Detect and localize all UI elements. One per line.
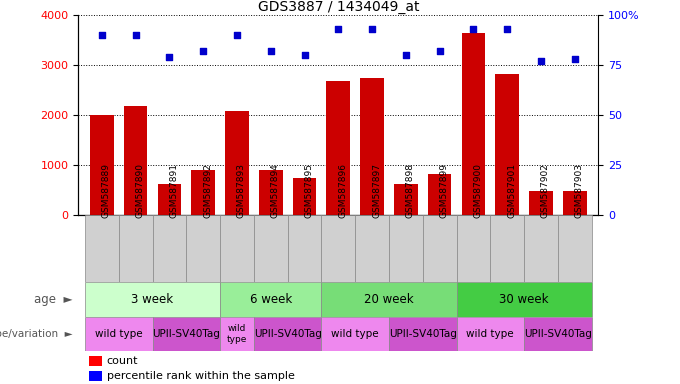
Bar <box>88 371 101 381</box>
Bar <box>326 81 350 215</box>
Bar <box>88 356 101 366</box>
Text: UPII-SV40Tag: UPII-SV40Tag <box>152 329 220 339</box>
Point <box>536 58 547 65</box>
Text: wild
type: wild type <box>226 324 247 344</box>
Bar <box>423 215 456 282</box>
Text: GSM587900: GSM587900 <box>473 164 482 218</box>
Point <box>198 48 209 55</box>
Text: 30 week: 30 week <box>499 293 549 306</box>
Bar <box>85 282 220 317</box>
Point <box>231 32 242 38</box>
Point <box>367 26 377 32</box>
Text: percentile rank within the sample: percentile rank within the sample <box>107 371 294 381</box>
Text: GSM587903: GSM587903 <box>575 164 583 218</box>
Bar <box>85 317 152 351</box>
Bar <box>558 215 592 282</box>
Bar <box>288 215 322 282</box>
Point <box>468 26 479 32</box>
Text: age  ►: age ► <box>35 293 73 306</box>
Bar <box>389 317 456 351</box>
Bar <box>563 190 587 215</box>
Text: GSM587902: GSM587902 <box>541 164 550 218</box>
Bar <box>322 215 355 282</box>
Bar <box>389 215 423 282</box>
Bar <box>254 215 288 282</box>
Point <box>299 52 310 58</box>
Text: wild type: wild type <box>331 329 379 339</box>
Point <box>97 32 107 38</box>
Bar <box>524 317 592 351</box>
Text: GSM587891: GSM587891 <box>169 164 178 218</box>
Bar <box>495 74 519 215</box>
Bar <box>524 215 558 282</box>
Bar <box>394 184 418 215</box>
Bar <box>322 317 389 351</box>
Text: UPII-SV40Tag: UPII-SV40Tag <box>389 329 457 339</box>
Bar <box>191 170 215 215</box>
Text: GSM587898: GSM587898 <box>406 164 415 218</box>
Point <box>435 48 445 55</box>
Text: UPII-SV40Tag: UPII-SV40Tag <box>254 329 322 339</box>
Bar <box>90 115 114 215</box>
Text: 6 week: 6 week <box>250 293 292 306</box>
Point <box>130 32 141 38</box>
Point <box>333 26 343 32</box>
Text: count: count <box>107 356 138 366</box>
Bar <box>152 317 220 351</box>
Bar <box>355 215 389 282</box>
Text: genotype/variation  ►: genotype/variation ► <box>0 329 73 339</box>
Bar <box>158 184 182 215</box>
Bar <box>292 177 316 215</box>
Text: wild type: wild type <box>95 329 143 339</box>
Bar <box>220 282 322 317</box>
Text: GSM587894: GSM587894 <box>271 164 279 218</box>
Bar <box>490 215 524 282</box>
Point <box>502 26 513 32</box>
Bar <box>152 215 186 282</box>
Bar <box>119 215 152 282</box>
Bar <box>529 191 553 215</box>
Bar <box>428 174 452 215</box>
Text: GSM587897: GSM587897 <box>372 164 381 218</box>
Title: GDS3887 / 1434049_at: GDS3887 / 1434049_at <box>258 0 419 14</box>
Bar <box>225 111 249 215</box>
Bar <box>456 215 490 282</box>
Bar <box>186 215 220 282</box>
Bar <box>85 215 119 282</box>
Point <box>164 54 175 60</box>
Bar <box>124 106 148 215</box>
Bar <box>254 317 322 351</box>
Bar <box>456 282 592 317</box>
Point <box>265 48 276 55</box>
Text: 20 week: 20 week <box>364 293 414 306</box>
Text: GSM587893: GSM587893 <box>237 164 246 218</box>
Text: GSM587895: GSM587895 <box>305 164 313 218</box>
Text: GSM587889: GSM587889 <box>102 164 111 218</box>
Text: GSM587899: GSM587899 <box>440 164 449 218</box>
Text: 3 week: 3 week <box>131 293 173 306</box>
Text: GSM587901: GSM587901 <box>507 164 516 218</box>
Bar <box>220 215 254 282</box>
Text: wild type: wild type <box>466 329 514 339</box>
Bar <box>322 282 456 317</box>
Bar <box>462 33 486 215</box>
Bar <box>360 78 384 215</box>
Text: GSM587890: GSM587890 <box>135 164 145 218</box>
Point <box>569 56 580 62</box>
Text: GSM587892: GSM587892 <box>203 164 212 218</box>
Text: UPII-SV40Tag: UPII-SV40Tag <box>524 329 592 339</box>
Text: GSM587896: GSM587896 <box>338 164 347 218</box>
Bar <box>259 170 283 215</box>
Point <box>401 52 411 58</box>
Bar <box>456 317 524 351</box>
Bar <box>220 317 254 351</box>
